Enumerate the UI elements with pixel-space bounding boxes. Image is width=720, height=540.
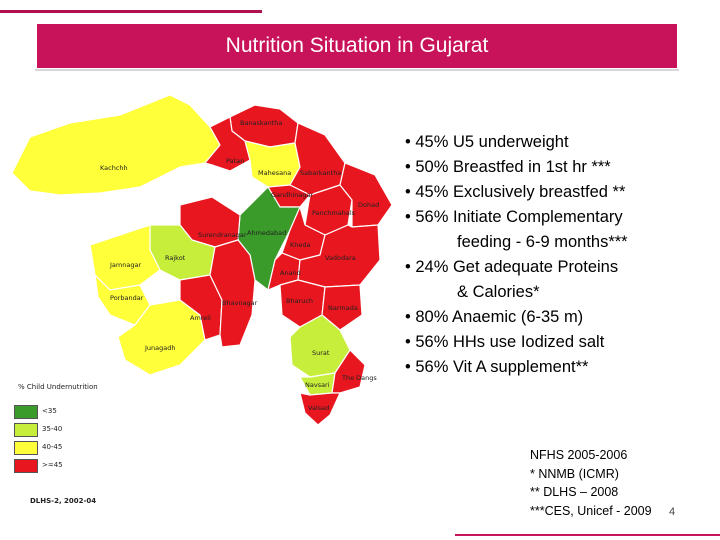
district-patan	[204, 116, 251, 172]
label-the-dangs: The Dangs	[341, 374, 377, 382]
indicator-item-continued: & Calories*	[457, 283, 540, 301]
top-accent-rule	[0, 10, 262, 13]
label-banaskantha: Banaskantha	[240, 119, 282, 127]
label-narmada: Narmada	[328, 304, 358, 312]
gujarat-map-svg: Banaskantha Patan Kachchh Mahesana Sabar…	[11, 94, 393, 426]
map-source: DLHS-2, 2002-04	[30, 497, 97, 505]
indicator-item: • 56% Initiate Complementary	[405, 208, 623, 226]
label-amreli: Amreli	[190, 314, 211, 322]
legend-title: % Child Undernutrition	[18, 383, 98, 391]
title-shadow	[35, 69, 679, 71]
label-rajkot: Rajkot	[165, 254, 186, 262]
indicator-item-continued: feeding - 6-9 months***	[457, 233, 628, 251]
label-junagadh: Junagadh	[144, 344, 176, 352]
indicator-item: • 45% U5 underweight	[405, 133, 569, 151]
title-bar: Nutrition Situation in Gujarat	[35, 24, 679, 71]
legend-swatch	[14, 441, 38, 455]
legend-swatch	[14, 405, 38, 419]
district-dohad	[339, 162, 393, 228]
slide-title: Nutrition Situation in Gujarat	[225, 34, 489, 57]
label-surendranagar: Surendranagar	[198, 231, 247, 239]
legend-label: 35-40	[42, 425, 63, 433]
label-kachchh: Kachchh	[100, 164, 128, 172]
gujarat-map: Banaskantha Patan Kachchh Mahesana Sabar…	[0, 75, 400, 435]
label-porbandar: Porbandar	[110, 294, 144, 302]
legend-swatch	[14, 459, 38, 473]
label-bhavnagar: Bhavnagar	[222, 299, 258, 307]
label-valsad: Valsad	[308, 404, 329, 412]
indicator-item: • 80% Anaemic (6-35 m)	[405, 308, 584, 326]
reference-item: ** DLHS – 2008	[530, 485, 619, 499]
label-surat: Surat	[312, 349, 330, 357]
district-sabarkantha	[289, 122, 346, 196]
district-kachchh	[11, 94, 221, 196]
label-gandhinagar: Gandhinagar	[271, 191, 313, 199]
label-patan: Patan	[226, 157, 244, 165]
label-navsari: Navsari	[305, 381, 330, 389]
legend-label: >=45	[42, 461, 63, 469]
indicator-item: • 56% Vit A supplement**	[405, 358, 589, 376]
legend-swatch	[14, 423, 38, 437]
label-anand: Anand	[280, 269, 301, 277]
references: NFHS 2005-2006 * NNMB (ICMR) ** DLHS – 2…	[530, 446, 652, 520]
district-junagadh	[117, 299, 206, 376]
reference-item: ***CES, Unicef - 2009	[530, 503, 652, 518]
legend-item-1: <35	[14, 405, 104, 419]
label-sabarkantha: Sabarkantha	[300, 169, 341, 177]
page-number: 4	[669, 506, 676, 518]
district-valsad	[299, 392, 341, 426]
indicator-item: • 50% Breastfed in 1st hr ***	[405, 158, 611, 176]
indicator-item: • 24% Get adequate Proteins	[405, 258, 619, 276]
district-mahesana	[244, 140, 301, 188]
legend-item-2: 35-40	[14, 423, 104, 437]
legend-item-4: >=45	[14, 459, 104, 473]
bottom-accent-rule	[455, 534, 720, 536]
indicator-item: • 45% Exclusively breastfed **	[405, 183, 626, 201]
legend-label: <35	[42, 407, 57, 415]
legend-item-3: 40-45	[14, 441, 104, 455]
label-mahesana: Mahesana	[258, 169, 291, 177]
reference-item: * NNMB (ICMR)	[530, 466, 619, 481]
legend-label: 40-45	[42, 443, 63, 451]
reference-item: NFHS 2005-2006	[530, 448, 628, 462]
label-dohad: Dohad	[358, 201, 379, 209]
indicator-list: • 45% U5 underweight • 50% Breastfed in …	[405, 130, 705, 380]
map-legend: % Child Undernutrition <35 35-40 40-45 >…	[12, 383, 108, 475]
label-jamnagar: Jamnagar	[109, 261, 141, 269]
label-ahmedabad: Ahmedabad	[247, 229, 286, 237]
indicator-item: • 56% HHs use Iodized salt	[405, 333, 605, 351]
district-bhavnagar	[209, 239, 256, 348]
district-narmada	[321, 284, 363, 331]
label-kheda: Kheda	[290, 241, 311, 249]
label-bharuch: Bharuch	[286, 297, 313, 305]
label-vadodara: Vadodara	[325, 254, 356, 262]
label-panchmahals: Panchmahals	[312, 209, 356, 217]
